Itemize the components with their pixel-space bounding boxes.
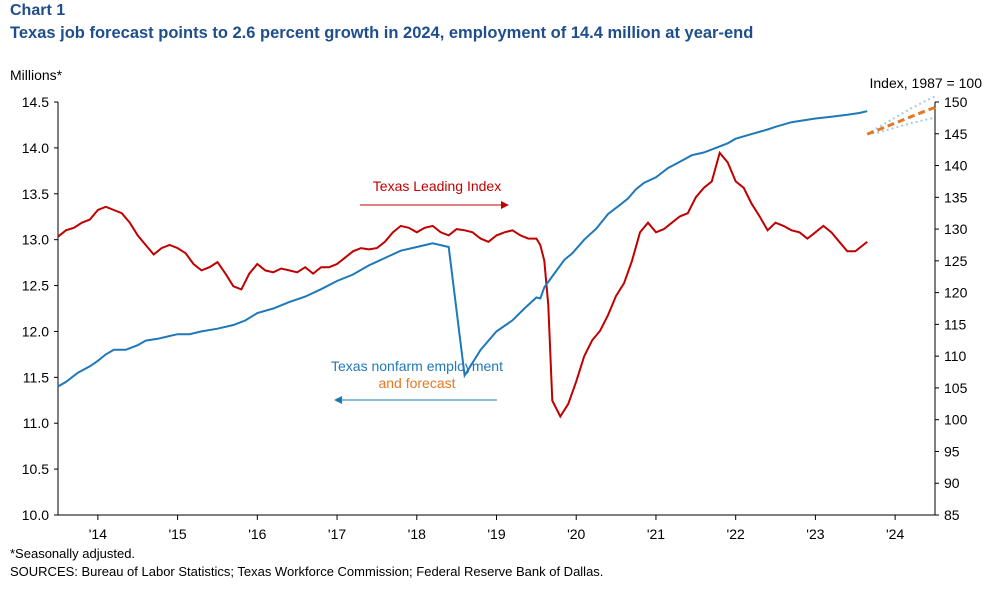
x-tick-label: '20 [567, 526, 585, 542]
chart-label: Chart 1 [10, 2, 66, 19]
right-tick-label: 110 [944, 348, 967, 364]
forecast-line [866, 106, 936, 136]
x-tick-label: '19 [487, 526, 505, 542]
forecast-upper-band [866, 95, 936, 135]
right-tick-label: 115 [944, 316, 967, 332]
x-tick-label: '16 [248, 526, 266, 542]
forecast-annotation: and forecast [378, 375, 455, 391]
right-tick-label: 125 [944, 253, 968, 269]
right-tick-label: 130 [944, 221, 968, 237]
left-tick-label: 10.5 [22, 461, 49, 477]
left-tick-label: 14.5 [22, 94, 49, 110]
x-tick-label: '21 [647, 526, 665, 542]
forecast-lower-band [867, 116, 936, 136]
x-tick-label: '23 [806, 526, 824, 542]
right-tick-label: 105 [944, 380, 968, 396]
right-tick-label: 145 [944, 126, 968, 142]
left-tick-label: 12.0 [22, 323, 49, 339]
x-tick-label: '24 [886, 526, 904, 542]
left-tick-label: 12.5 [22, 278, 49, 294]
right-tick-label: 100 [944, 412, 968, 428]
leading-index-line [57, 150, 868, 419]
x-tick-label: '17 [328, 526, 346, 542]
right-tick-label: 85 [944, 507, 960, 523]
left-tick-label: 13.0 [22, 232, 49, 248]
x-tick-label: '14 [89, 526, 107, 542]
left-tick-label: 11.5 [23, 369, 49, 385]
right-tick-label: 135 [944, 189, 968, 205]
left-axis-title: Millions* [10, 67, 63, 83]
left-tick-label: 10.0 [22, 507, 49, 523]
right-tick-label: 150 [944, 94, 968, 110]
leading-index-arrowhead [501, 201, 509, 209]
x-tick-label: '18 [408, 526, 426, 542]
left-tick-label: 11.0 [23, 415, 49, 431]
right-tick-label: 120 [944, 285, 968, 301]
footnote: *Seasonally adjusted. [10, 546, 136, 561]
leading-index-annotation: Texas Leading Index [373, 178, 501, 194]
right-tick-label: 95 [944, 443, 960, 459]
sources-note: SOURCES: Bureau of Labor Statistics; Tex… [10, 564, 604, 579]
x-tick-label: '15 [168, 526, 186, 542]
employment-arrowhead [334, 396, 342, 404]
employment-line [57, 110, 868, 388]
right-tick-label: 90 [944, 475, 960, 491]
left-tick-label: 14.0 [22, 140, 49, 156]
right-tick-label: 140 [944, 158, 968, 174]
employment-annotation: Texas nonfarm employment [331, 358, 503, 374]
left-tick-label: 13.5 [22, 186, 49, 202]
right-axis-title: Index, 1987 = 100 [870, 75, 983, 91]
chart-title: Texas job forecast points to 2.6 percent… [10, 24, 754, 42]
x-tick-label: '22 [727, 526, 745, 542]
